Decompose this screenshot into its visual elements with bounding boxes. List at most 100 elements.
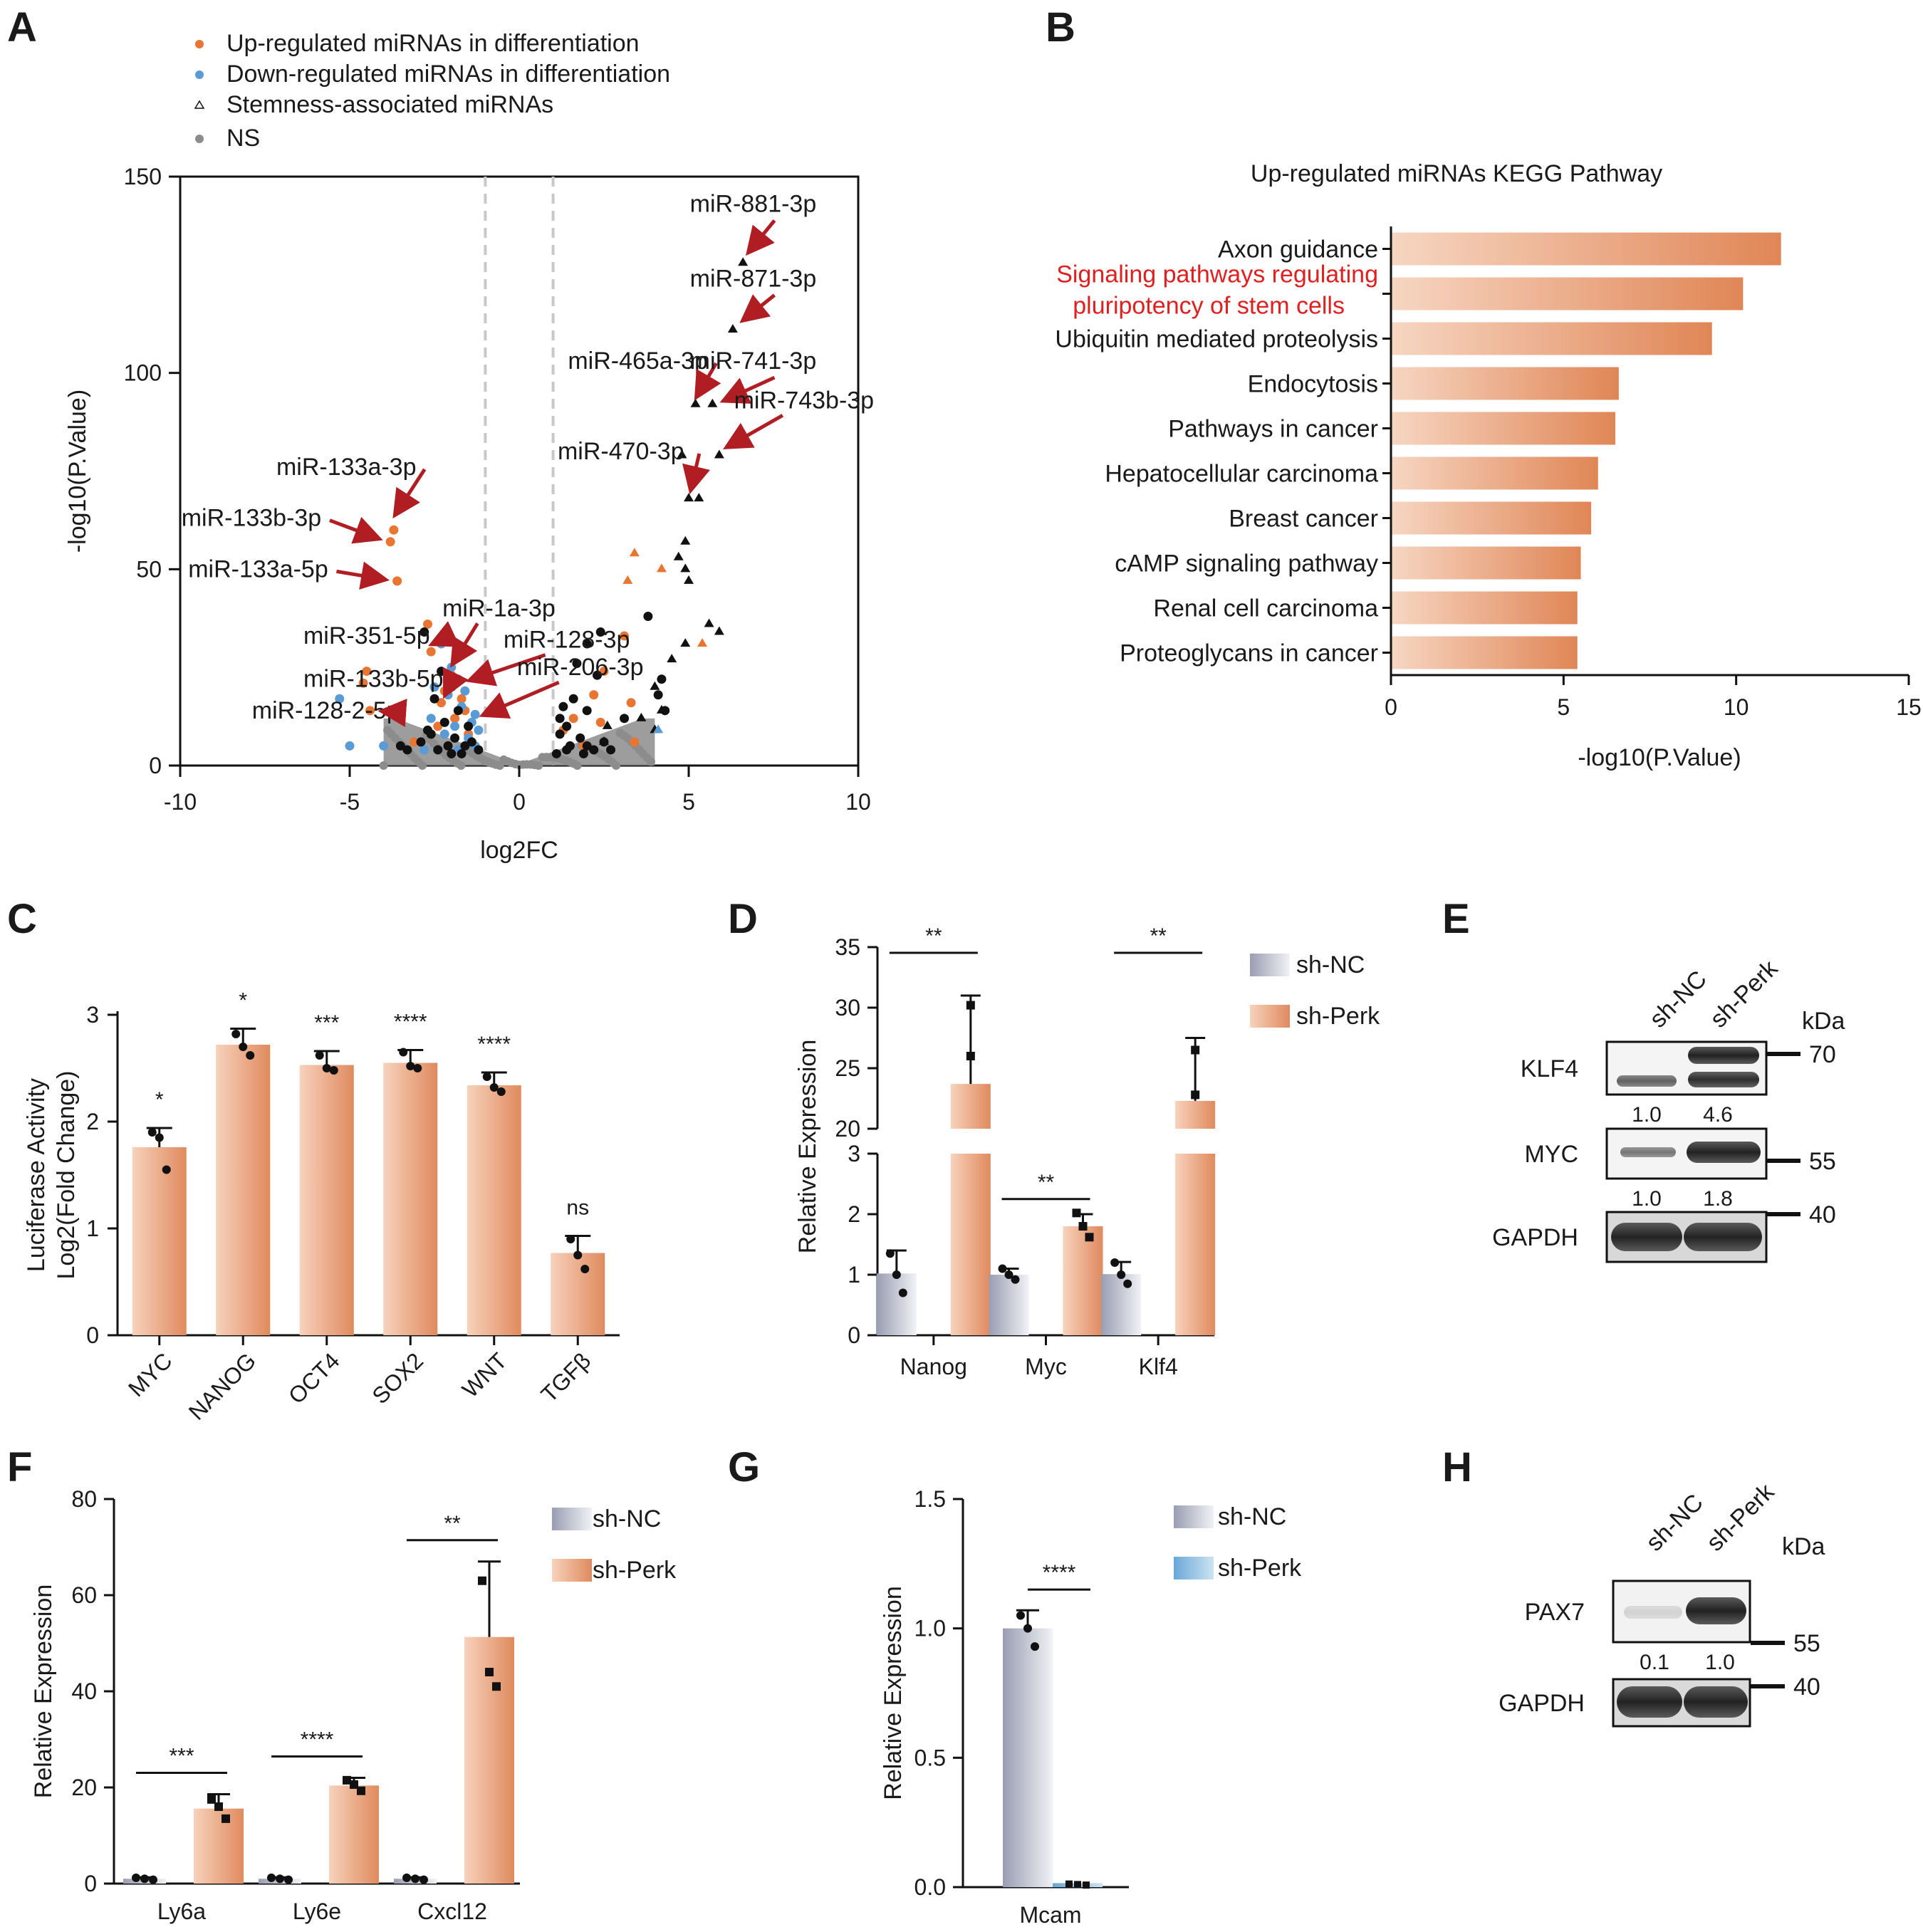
b-category-label: cAMP signaling pathway <box>1115 550 1378 578</box>
a-ns-point <box>379 761 388 770</box>
g-y-axis-label: Relative Expression <box>880 1586 907 1800</box>
a-up-point <box>389 525 399 535</box>
a-stemness-point <box>677 449 687 459</box>
a-annotation-label: miR-206-3p <box>517 654 644 681</box>
a-up-point <box>409 737 419 747</box>
c-significance-label: * <box>239 989 247 1013</box>
h-marker-label: 55 <box>1793 1630 1820 1657</box>
f-bar-sh-perk <box>329 1785 379 1884</box>
b-x-axis-label: -log10(P.Value) <box>1578 744 1741 771</box>
a-annotation-arrow <box>428 621 460 647</box>
a-stemness-dot-point <box>572 659 582 669</box>
a-ns-point <box>573 761 582 770</box>
d-data-point <box>966 1052 975 1060</box>
panel-b-kegg-bar-chart: Up-regulated miRNAs KEGG Pathway Axon gui… <box>1055 160 1921 771</box>
b-category-label: Endocytosis <box>1248 371 1378 398</box>
a-down-point <box>439 729 449 739</box>
a-annotation-label: miR-741-3p <box>690 348 817 375</box>
d-category-label: Klf4 <box>1139 1354 1178 1379</box>
c-data-point <box>329 1066 338 1075</box>
g-data-point <box>1031 1642 1039 1651</box>
b-chart-title: Up-regulated miRNAs KEGG Pathway <box>1251 160 1662 187</box>
a-up-triangle-point <box>697 638 708 647</box>
a-stemness-dot-point <box>555 729 565 739</box>
c-category-label: SOX2 <box>367 1347 428 1409</box>
a-annotation-label: miR-351-5p <box>303 622 430 649</box>
b-category-label: Breast cancer <box>1229 506 1378 533</box>
a-down-point <box>470 709 480 719</box>
a-up-point <box>362 667 372 677</box>
f-data-point <box>492 1682 501 1691</box>
d-y-tick-label: 0 <box>848 1322 860 1348</box>
panel-d-expression-bar-chart: 0 1 2 320 25 30 35 ** Nanog ** Myc ** Klf4 Relative E… <box>794 924 1380 1379</box>
d-data-point <box>1191 1045 1200 1055</box>
c-category-label: OCT4 <box>283 1347 345 1409</box>
h-protein-label: GAPDH <box>1499 1690 1585 1717</box>
d-data-point <box>1085 1233 1094 1242</box>
d-bar-sh-nc <box>876 1273 917 1335</box>
d-data-point <box>998 1264 1007 1273</box>
a-annotation-arrow <box>377 699 407 727</box>
c-data-point <box>406 1062 415 1070</box>
d-legend-swatch <box>1250 1005 1290 1028</box>
a-stemness-point <box>680 536 691 545</box>
a-up-point <box>365 706 375 716</box>
b-bar <box>1391 367 1619 400</box>
d-y-tick-label: 3 <box>848 1141 860 1166</box>
a-stemness-dot-point <box>474 745 484 755</box>
a-stemness-point <box>673 551 684 560</box>
e-blot-band <box>1684 1223 1762 1251</box>
a-ns-point <box>414 757 423 766</box>
a-legend-label: Stemness-associated miRNAs <box>226 91 553 118</box>
d-category-label: Nanog <box>900 1354 967 1379</box>
e-protein-label: MYC <box>1524 1141 1578 1168</box>
a-annotation-label: miR-133a-5p <box>188 555 328 583</box>
a-annotation-arrow <box>719 375 776 404</box>
e-protein-label: GAPDH <box>1492 1224 1578 1251</box>
g-significance-label: **** <box>1043 1561 1076 1584</box>
a-annotation-label: miR-128-3p <box>504 627 630 654</box>
a-stemness-dot-point <box>453 706 463 716</box>
g-y-tick-label: 0.5 <box>914 1745 946 1770</box>
e-protein-label: KLF4 <box>1521 1055 1578 1082</box>
g-data-point <box>1023 1624 1032 1633</box>
a-up-triangle-point <box>656 563 667 573</box>
f-legend-swatch <box>552 1559 592 1582</box>
c-significance-label: **** <box>394 1011 427 1034</box>
g-legend-label: sh-Perk <box>1218 1555 1302 1582</box>
a-x-tick-label: -10 <box>164 789 197 815</box>
d-data-point <box>1011 1275 1020 1284</box>
a-stemness-dot-point <box>464 721 474 731</box>
a-annotation-label: miR-133b-5p <box>303 666 444 693</box>
a-up-point <box>568 714 578 724</box>
f-bar-sh-perk <box>194 1808 244 1884</box>
a-stemness-point <box>684 575 694 584</box>
a-down-point <box>429 682 439 692</box>
panel-letter-d: D <box>728 896 758 942</box>
c-data-point <box>573 1250 583 1260</box>
a-down-point <box>379 741 389 751</box>
g-bar-sh-nc <box>1003 1628 1053 1887</box>
a-annotation-arrow <box>479 680 560 719</box>
g-y-tick-label: 1.5 <box>914 1486 946 1512</box>
g-data-point <box>1074 1881 1081 1889</box>
a-x-tick-label: -5 <box>340 789 360 815</box>
a-down-point <box>453 674 463 684</box>
c-bar <box>132 1147 187 1335</box>
a-stemness-dot-point <box>660 706 670 716</box>
panel-letter-a: A <box>7 4 37 51</box>
e-blot-band <box>1688 1047 1759 1064</box>
b-x-tick-label: 15 <box>1896 694 1922 720</box>
a-stemness-dot-point <box>402 745 412 755</box>
h-blot-band <box>1686 1597 1746 1624</box>
g-legend-label: sh-NC <box>1218 1503 1286 1530</box>
a-stemness-dot-point <box>582 639 592 649</box>
h-kda-label: kDa <box>1782 1533 1825 1560</box>
b-category-label: Proteoglycans in cancer <box>1120 640 1378 667</box>
b-x-tick-label: 0 <box>1385 694 1397 720</box>
a-down-point <box>419 745 429 755</box>
e-lane-label: sh-Perk <box>1705 954 1783 1033</box>
d-significance-label: ** <box>1150 924 1167 948</box>
g-data-point <box>1016 1611 1025 1620</box>
